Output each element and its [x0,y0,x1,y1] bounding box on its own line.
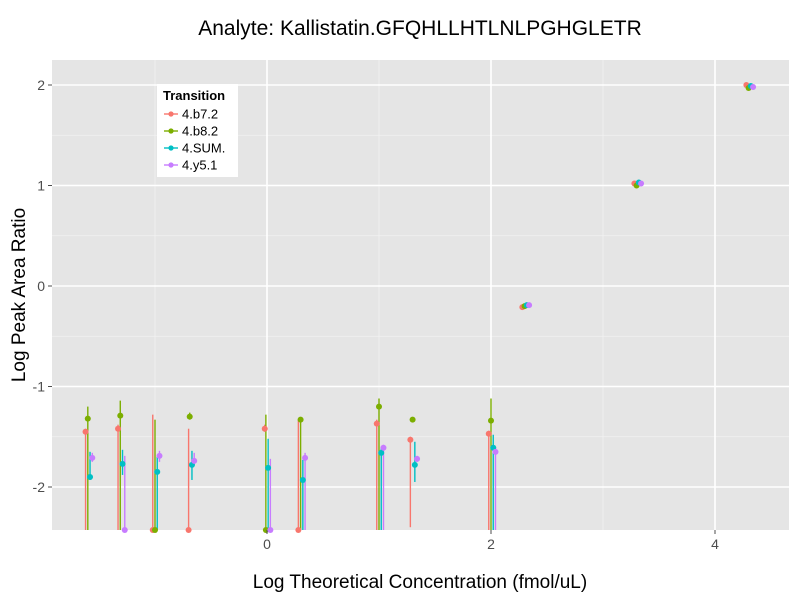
legend: Transition 4.b7.2 4.b8.2 4.SUM. 4.y5.1 [157,84,238,177]
data-point [299,476,306,483]
data-point [117,412,124,419]
data-point [119,460,126,467]
x-tick-label: 2 [487,536,495,552]
y-tick-label: 1 [37,178,45,194]
data-point [295,527,302,533]
data-point [376,403,382,410]
y-tick-label: -1 [33,379,46,395]
grid-minor [52,60,789,530]
legend-title: Transition [163,88,225,103]
data-point [302,454,309,461]
y-axis-title: Log Peak Area Ratio [9,208,30,382]
data-point [265,464,272,471]
x-tick-label: 4 [711,536,719,552]
data-point [297,416,304,423]
legend-key-point [168,162,174,168]
data-point [84,415,91,422]
x-axis-title: Log Theoretical Concentration (fmol/uL) [253,572,587,593]
data-point [154,468,161,475]
data-point [89,454,96,461]
data-point [115,425,122,432]
data-point [121,527,128,533]
legend-label: 4.SUM. [182,141,225,156]
data-point [191,457,198,464]
legend-label: 4.b8.2 [182,124,218,139]
y-tick-label: 0 [37,278,45,294]
data-point [380,444,387,451]
data-point [378,449,385,456]
data-point [638,180,645,187]
data-point [488,417,494,424]
data-point [261,425,268,432]
data-point [526,302,533,309]
data-point [409,416,416,423]
data-point [492,448,499,455]
y-tick-label: 2 [37,77,45,93]
data-point [82,428,89,435]
legend-key-point [168,128,174,134]
data-point [750,84,757,91]
data-point [156,452,163,459]
chart-title: Analyte: Kallistatin.GFQHLLHTLNLPGHGLETR [198,17,641,40]
legend-key-point [168,111,174,117]
data-point [373,420,380,427]
data-point [267,527,274,533]
grid-major [52,60,789,530]
data-points [82,82,757,533]
data-point [414,455,421,462]
data-point [485,430,492,437]
x-tick-label: 0 [263,536,271,552]
y-axis-ticks: -2 -1 0 1 2 [33,77,52,495]
data-point [87,473,94,480]
data-point [186,413,193,420]
legend-label: 4.y5.1 [182,158,217,173]
data-point [152,527,158,533]
data-point [411,461,418,468]
data-point [185,527,192,533]
legend-key-point [168,145,174,151]
data-point [407,436,414,443]
y-tick-label: -2 [33,479,46,495]
x-axis-ticks: 0 2 4 [263,530,719,552]
legend-label: 4.b7.2 [182,107,218,122]
